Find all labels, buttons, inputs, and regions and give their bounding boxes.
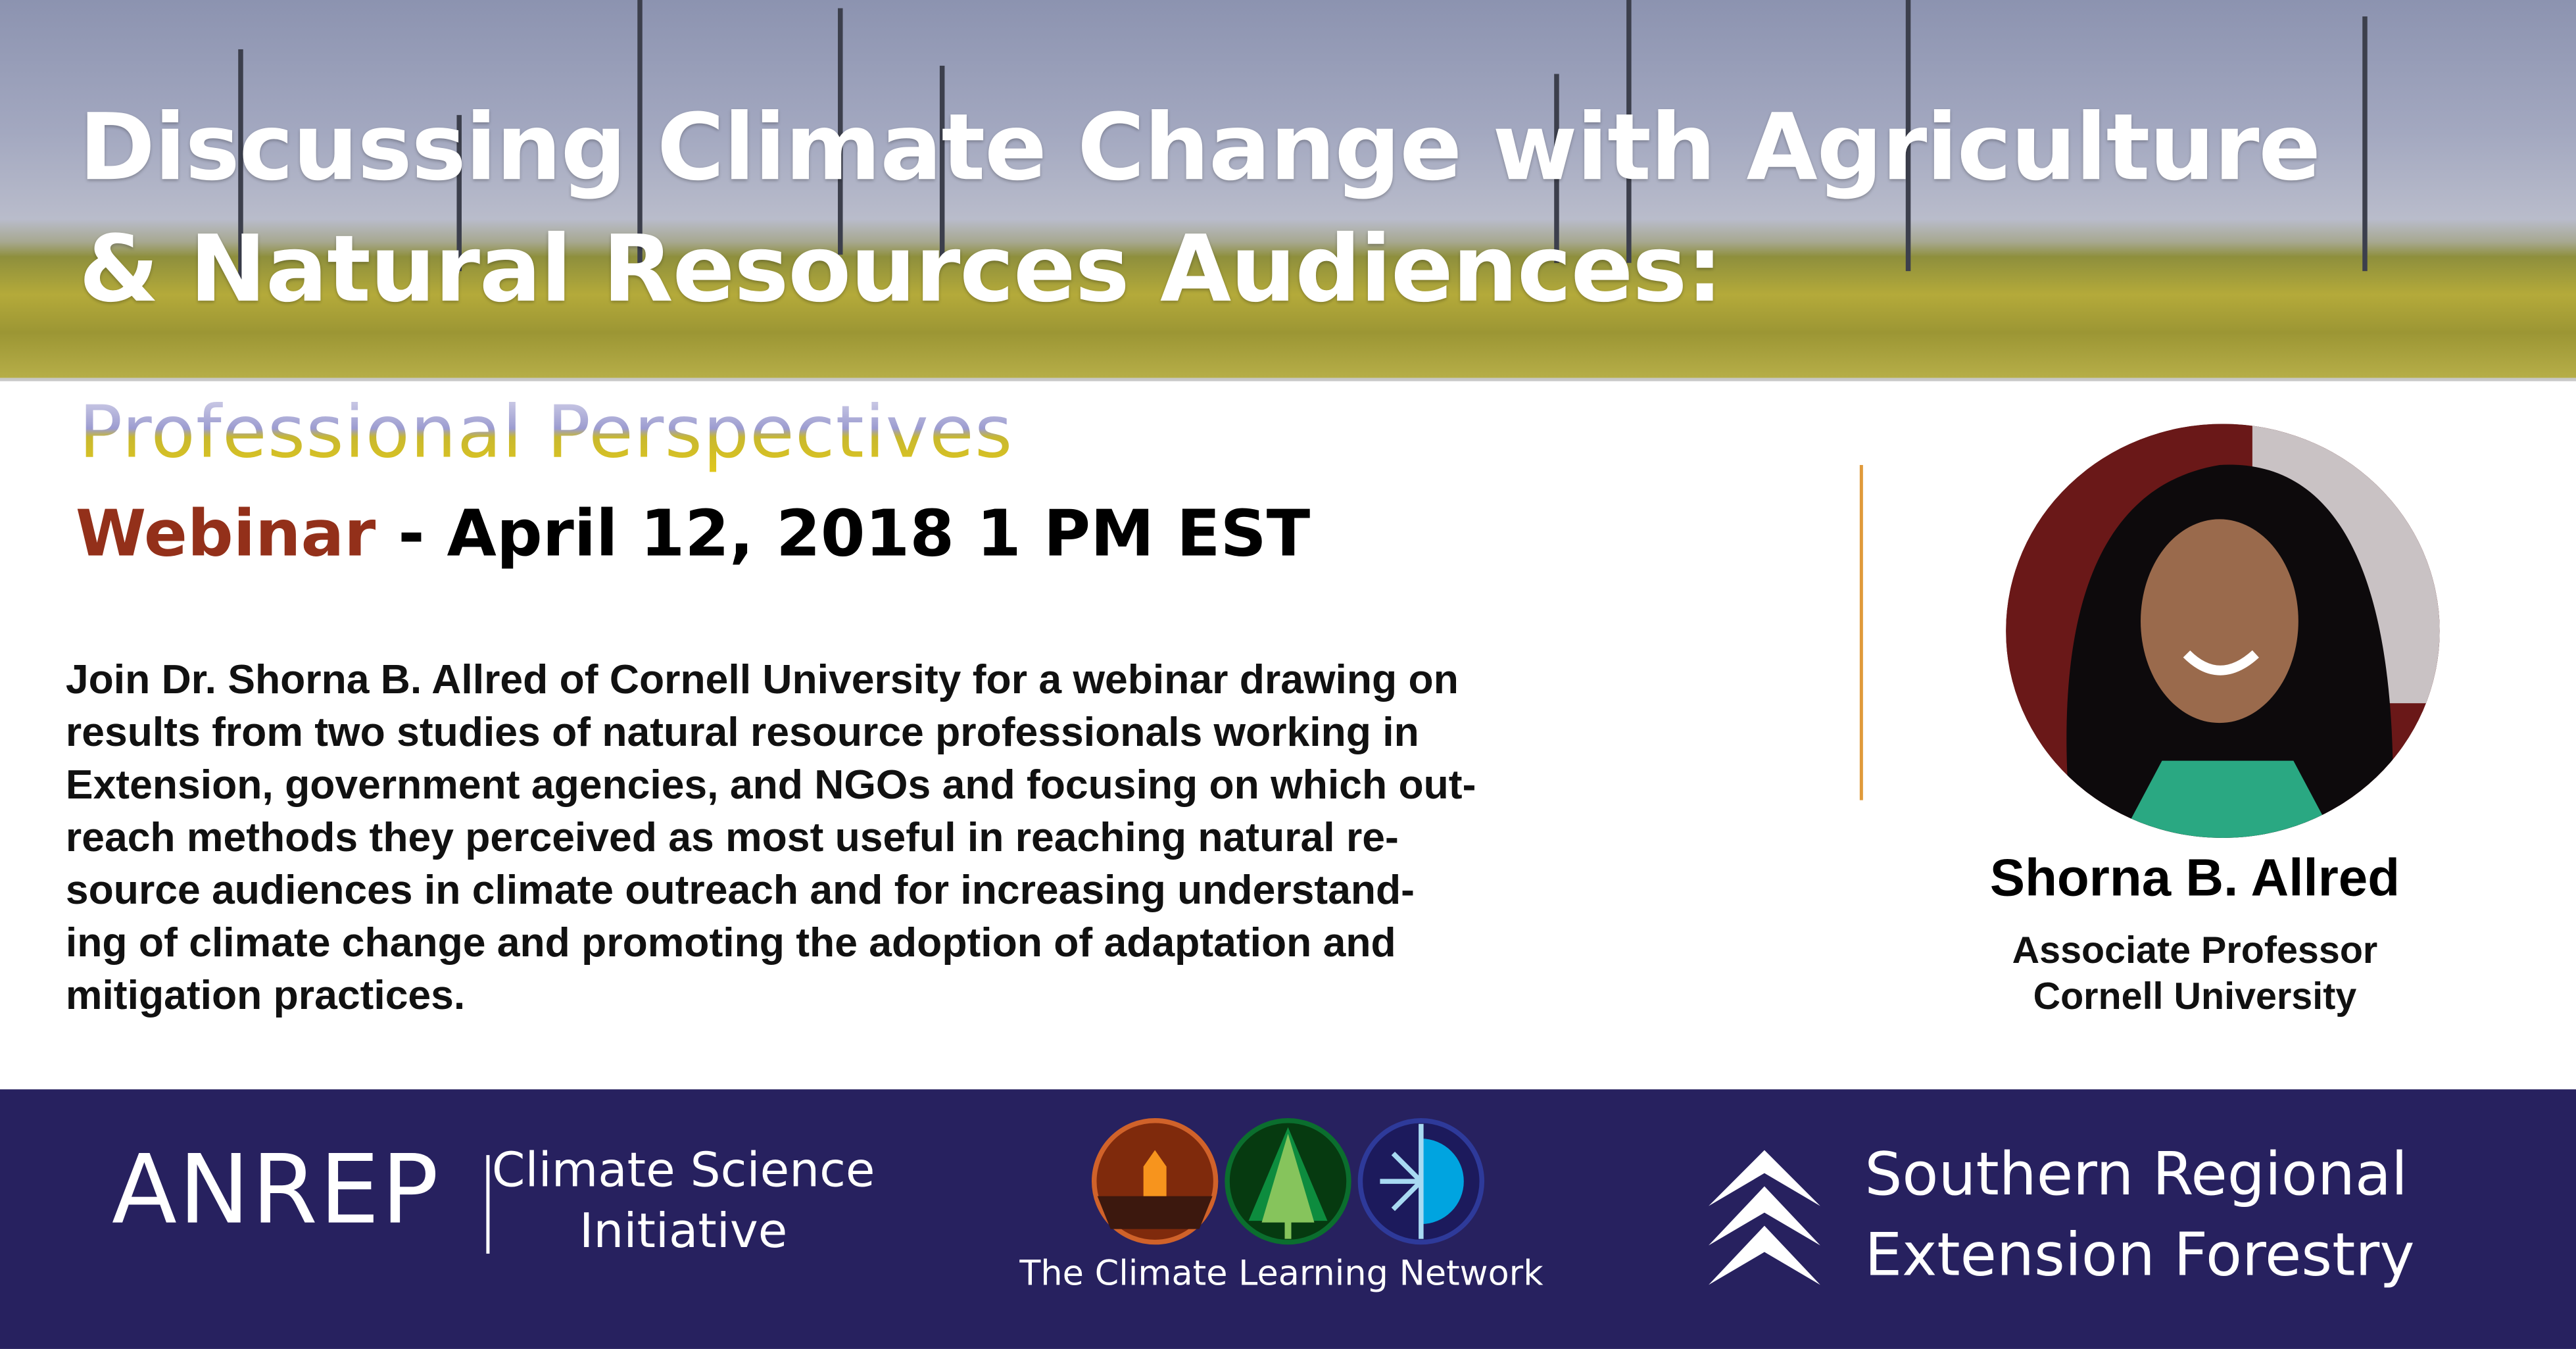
title-line-2: & Natural Resources Audiences:	[78, 216, 1723, 324]
description: Join Dr. Shorna B. Allred of Cornell Uni…	[66, 654, 1643, 1022]
speaker-name: Shorna B. Allred	[1989, 848, 2400, 907]
chevrons-icon	[1709, 1150, 1820, 1285]
header-banner: Discussing Climate Change with Agricultu…	[0, 0, 2576, 378]
vertical-divider	[1859, 464, 1863, 800]
tree-icon	[1225, 1117, 1351, 1245]
speaker-photo	[2006, 424, 2440, 839]
event-type: Webinar	[75, 497, 376, 572]
sref-line-2: Extension Forestry	[1864, 1222, 2415, 1290]
speaker-title: Associate Professor	[2012, 928, 2378, 971]
title-line-1: Discussing Climate Change with Agricultu…	[78, 95, 2321, 203]
description-line: Extension, government agencies, and NGOs…	[65, 762, 1476, 809]
description-line: ing of climate change and promoting the …	[65, 920, 1396, 966]
description-line: source audiences in climate outreach and…	[65, 867, 1415, 914]
event-date: - April 12, 2018 1 PM EST	[376, 497, 1311, 572]
subtitle: Professional Perspectives	[78, 391, 1013, 475]
climate-learning-network-logo	[1091, 1117, 1485, 1245]
farm-icon	[1091, 1117, 1219, 1245]
event-line: Webinar - April 12, 2018 1 PM EST	[76, 498, 1310, 572]
banner-divider	[0, 378, 2576, 381]
snowflake-sun-icon	[1357, 1117, 1485, 1245]
sref-line-1: Southern Regional	[1864, 1142, 2408, 1210]
description-line: reach methods they perceived as most use…	[65, 815, 1399, 862]
csi-line-2: Initiative	[579, 1202, 788, 1259]
description-line: results from two studies of natural reso…	[65, 710, 1419, 756]
anrep-logo: ANREP	[111, 1133, 441, 1246]
cln-caption: The Climate Learning Network	[1019, 1254, 1543, 1294]
csi-line-1: Climate Science	[491, 1142, 875, 1198]
description-line: Join Dr. Shorna B. Allred of Cornell Uni…	[65, 657, 1459, 704]
description-line: mitigation practices.	[65, 972, 466, 1019]
logo-separator	[486, 1155, 490, 1254]
speaker-affiliation: Cornell University	[2033, 974, 2357, 1018]
